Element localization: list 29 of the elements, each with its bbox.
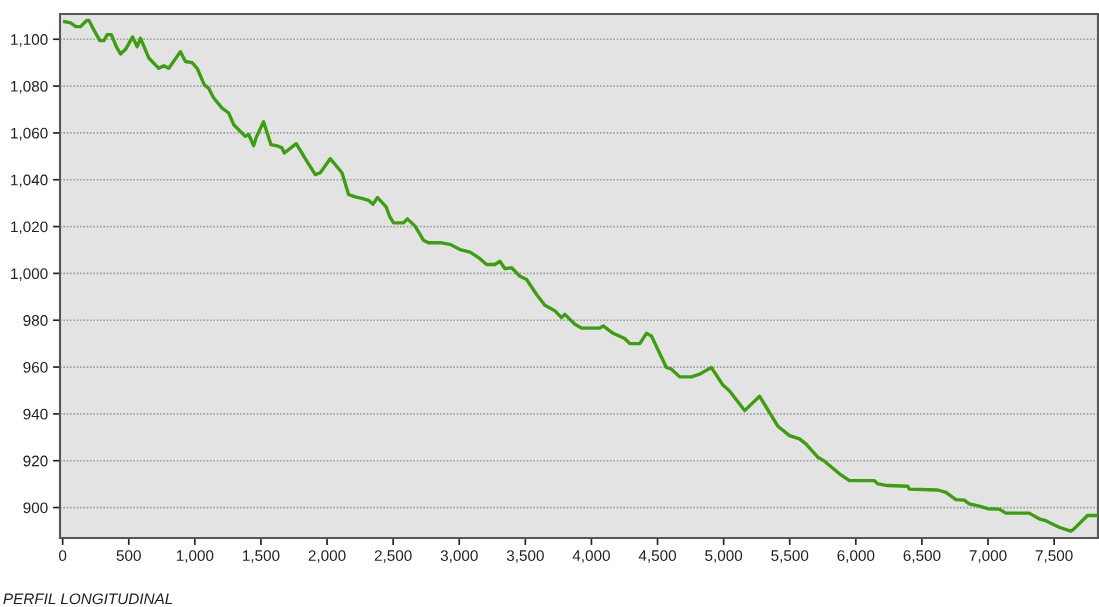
x-tick-label: 5,500 — [771, 550, 809, 563]
x-tick-label: 3,000 — [440, 550, 478, 563]
y-tick-label: 960 — [23, 361, 48, 373]
x-tick-label: 2,500 — [374, 550, 412, 563]
x-tick-label: 6,000 — [837, 550, 875, 563]
y-tick-label: 1,020 — [11, 221, 48, 235]
y-tick-label: 940 — [23, 408, 48, 420]
x-tick-label: 1,000 — [176, 550, 214, 563]
x-tick-label: 5,000 — [705, 550, 743, 563]
x-tick-label: 0 — [59, 550, 67, 562]
x-tick-label: 500 — [116, 550, 141, 562]
x-tick-label: 7,000 — [969, 550, 1007, 563]
y-tick-label: 900 — [23, 502, 48, 514]
x-tick-label: 4,000 — [572, 550, 610, 563]
y-tick-label: 1,080 — [11, 80, 48, 94]
y-tick-label: 1,100 — [11, 34, 48, 47]
x-tick-label: 2,000 — [308, 550, 346, 563]
y-tick-label: 920 — [23, 455, 48, 467]
y-tick-label: 1,040 — [11, 174, 48, 188]
y-tick-label: 980 — [23, 315, 48, 326]
x-tick-label: 6,500 — [903, 550, 941, 563]
y-tick-label: 1,000 — [11, 268, 48, 281]
x-tick-label: 3,500 — [506, 550, 544, 563]
x-axis-title: PERFIL LONGITUDINAL — [3, 593, 173, 605]
x-tick-label: 7,500 — [1035, 550, 1073, 563]
x-tick-label: 4,500 — [638, 550, 677, 563]
y-tick-label: 1,060 — [11, 127, 48, 141]
line-series — [62, 18, 1099, 533]
x-tick-label: 1,500 — [242, 550, 280, 563]
